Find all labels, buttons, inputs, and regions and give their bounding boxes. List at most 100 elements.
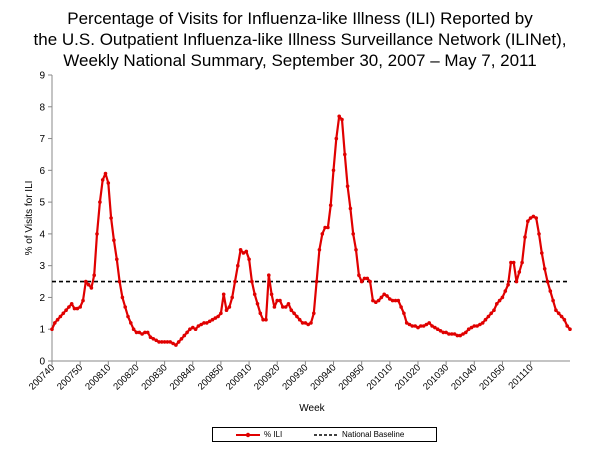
legend-item-baseline: National Baseline [313, 428, 404, 441]
ili-point [112, 238, 116, 242]
y-tick-label: 8 [39, 102, 45, 113]
x-tick-label: 200940 [308, 362, 338, 392]
ili-point [227, 305, 232, 309]
ili-point [517, 270, 522, 274]
ili-point [337, 114, 342, 119]
ili-point [179, 337, 184, 341]
ili-point [435, 327, 440, 332]
ili-point [385, 294, 389, 298]
ili-point [359, 279, 364, 284]
y-axis-label: % of Visits for ILI [24, 181, 35, 256]
ili-point [126, 314, 130, 319]
ili-point [250, 279, 254, 284]
ili-point [176, 340, 181, 344]
ili-point [506, 282, 510, 287]
ili-point [168, 340, 172, 344]
ili-point [565, 324, 569, 328]
ili-point [199, 322, 203, 327]
ili-point [511, 260, 516, 265]
ili-point [413, 324, 418, 328]
ili-point [216, 314, 220, 319]
legend-label-ili: % ILI [264, 430, 283, 439]
ili-point [404, 321, 409, 325]
ili-point [447, 332, 451, 336]
ili-point [376, 298, 381, 303]
ili-point [354, 248, 358, 252]
ili-point [407, 322, 412, 327]
ili-point [554, 308, 558, 313]
ili-point [221, 292, 226, 297]
ili-point [244, 249, 249, 254]
ili-point [455, 333, 460, 338]
ili-point [95, 232, 99, 236]
ili-point [331, 168, 336, 173]
ili-point [224, 308, 229, 313]
ili-point [289, 308, 294, 313]
ili-point [531, 214, 536, 219]
x-tick-label: 200750 [55, 362, 85, 392]
ili-point [145, 330, 150, 335]
ili-point [143, 330, 147, 335]
ili-point [58, 314, 63, 319]
ili-point [252, 292, 257, 297]
x-tick-label: 200810 [83, 362, 113, 392]
ili-series [50, 114, 572, 347]
ili-point [314, 279, 319, 284]
ili-point [160, 340, 164, 344]
ili-point [272, 305, 277, 309]
ili-point [191, 325, 195, 330]
ili-point [81, 298, 85, 303]
ili-point [72, 306, 77, 311]
ili-point [306, 322, 311, 327]
ili-point [171, 341, 175, 346]
ili-point [55, 317, 60, 322]
ili-point [261, 317, 265, 322]
ili-point [464, 330, 468, 335]
ili-point [568, 327, 572, 332]
ili-point [123, 305, 127, 309]
y-tick-label: 5 [39, 198, 45, 209]
ili-point [323, 225, 327, 230]
ili-point [416, 325, 420, 330]
ili-point [86, 282, 91, 287]
ili-point [500, 295, 505, 300]
ili-point [368, 279, 372, 284]
x-tick-label: 201010 [365, 362, 395, 392]
ili-point [174, 343, 178, 347]
ili-point [182, 333, 187, 338]
ili-point [489, 311, 494, 316]
ili-point [528, 216, 533, 220]
ili-point [351, 232, 356, 236]
axes: 0123456789200740200750200810200820200830… [27, 71, 570, 393]
x-axis-label: Week [299, 403, 325, 414]
x-tick-label: 200820 [111, 362, 141, 392]
ili-point [312, 311, 316, 316]
ili-point [157, 340, 161, 344]
ili-point [255, 302, 260, 306]
ili-point [213, 316, 218, 320]
ili-point [419, 324, 423, 328]
ili-point [267, 273, 271, 278]
x-tick-label: 200840 [168, 362, 198, 392]
ili-point [430, 324, 434, 328]
ili-point [523, 235, 527, 239]
ili-point [317, 248, 322, 252]
ili-point [247, 257, 251, 262]
ili-point [193, 327, 198, 332]
ili-point [466, 327, 471, 332]
ili-point [131, 327, 136, 332]
ili-point [509, 260, 513, 265]
legend-swatch-baseline [314, 433, 338, 436]
chart-title-line-3: Weekly National Summary, September 30, 2… [63, 51, 537, 70]
ili-point [205, 321, 209, 325]
ili-point [238, 248, 243, 252]
ili-point [69, 302, 74, 306]
ili-point [281, 305, 285, 309]
x-tick-label: 200910 [224, 362, 254, 392]
ili-point [320, 232, 325, 236]
ili-point [357, 273, 361, 278]
ili-point [275, 298, 280, 303]
ili-point [230, 295, 234, 300]
ili-point [109, 216, 113, 220]
ili-point [495, 302, 499, 306]
